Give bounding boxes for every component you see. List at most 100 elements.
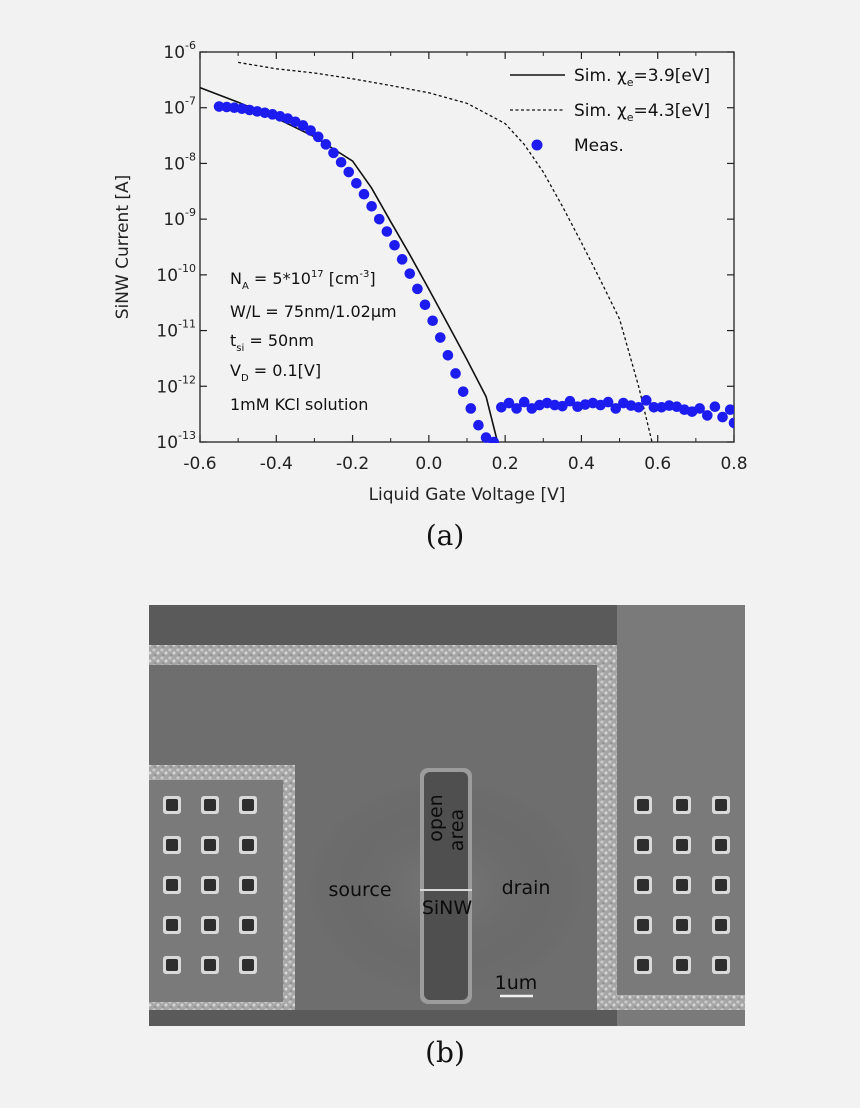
annotation-wl: W/L = 75nm/1.02μm bbox=[230, 302, 397, 321]
meas-point bbox=[488, 436, 499, 443]
meas-point bbox=[412, 283, 423, 295]
iv-chart: -0.6 -0.4 -0.2 0.0 0.2 0.4 0.6 0.8 10-1310-1210… bbox=[113, 39, 748, 505]
x-tick-label: 0.6 bbox=[644, 454, 671, 474]
meas-point bbox=[602, 396, 614, 408]
meas-point bbox=[297, 120, 309, 131]
meas-point bbox=[457, 386, 469, 397]
meas-point bbox=[702, 410, 713, 421]
contact-hole bbox=[204, 799, 216, 811]
y-tick-label: 10-12 bbox=[156, 373, 196, 397]
contact-hole bbox=[637, 959, 649, 971]
meas-point bbox=[213, 101, 225, 112]
contact-hole bbox=[204, 839, 216, 851]
y-tick-label: 10-11 bbox=[156, 318, 196, 342]
panel-b-label: (b) bbox=[425, 1036, 465, 1069]
y-tick-label: 10-6 bbox=[163, 39, 196, 63]
y-tick-label: 10-9 bbox=[163, 206, 196, 230]
meas-point bbox=[633, 401, 644, 413]
y-tick-label: 10-13 bbox=[156, 429, 196, 453]
meas-point bbox=[717, 411, 728, 423]
sim-43-line bbox=[237, 61, 653, 443]
contact-hole bbox=[715, 879, 727, 891]
contact-hole bbox=[676, 919, 688, 931]
meas-point bbox=[221, 101, 232, 113]
x-axis-label: Liquid Gate Voltage [V] bbox=[369, 485, 566, 505]
sem-label-drain: drain bbox=[502, 877, 551, 899]
x-tick-label: 0.2 bbox=[492, 454, 519, 474]
contact-hole bbox=[676, 879, 688, 891]
y-tick-label: 10-8 bbox=[163, 150, 196, 174]
sem-label-open: open bbox=[425, 794, 447, 841]
x-tick-label: -0.4 bbox=[260, 454, 293, 474]
meas-point bbox=[518, 396, 530, 408]
meas-point bbox=[381, 226, 393, 237]
meas-point bbox=[373, 213, 385, 225]
contact-hole bbox=[204, 919, 216, 931]
meas-point bbox=[358, 188, 370, 200]
panel-a-label: (a) bbox=[426, 519, 465, 552]
sem-label-source: source bbox=[328, 879, 391, 901]
annotation-vd: VD = 0.1[V] bbox=[230, 361, 321, 384]
legend: Sim. χe=3.9[eV] Sim. χe=4.3[eV] Meas. bbox=[510, 66, 710, 156]
device-parameters: NA = 5*1017 [cm-3] W/L = 75nm/1.02μm tsi… bbox=[230, 269, 397, 414]
contact-hole bbox=[204, 879, 216, 891]
legend-label-meas: Meas. bbox=[574, 136, 624, 156]
sem-right-rim bbox=[597, 645, 617, 1010]
contact-hole bbox=[637, 879, 649, 891]
contact-hole bbox=[242, 879, 254, 891]
meas-point bbox=[435, 332, 446, 343]
y-axis-label: SiNW Current [A] bbox=[113, 175, 133, 320]
x-axis-ticks: -0.6 -0.4 -0.2 0.0 0.2 0.4 0.6 0.8 bbox=[183, 52, 748, 474]
meas-point bbox=[724, 404, 734, 415]
contact-hole bbox=[637, 799, 649, 811]
contact-holes bbox=[163, 796, 730, 974]
meas-point bbox=[366, 201, 377, 212]
meas-point bbox=[640, 395, 652, 406]
y-axis-ticks: 10-13 10-12 10-11 10-10 10-9 10-8 10-7 10-6 bbox=[156, 39, 734, 453]
contact-hole bbox=[637, 839, 649, 851]
annotation-kcl: 1mM KCl solution bbox=[230, 395, 368, 414]
drain-pad-rim bbox=[617, 995, 745, 1010]
contact-hole bbox=[242, 919, 254, 931]
contact-hole bbox=[242, 959, 254, 971]
meas-point bbox=[335, 156, 347, 168]
meas-point bbox=[419, 299, 431, 311]
open-area-inner bbox=[424, 772, 468, 1000]
meas-point bbox=[320, 139, 332, 150]
scale-bar-label: 1um bbox=[495, 972, 538, 994]
contact-hole bbox=[166, 959, 178, 971]
meas-point bbox=[343, 166, 355, 178]
x-tick-label: 0.8 bbox=[720, 454, 747, 474]
meas-point bbox=[503, 397, 515, 409]
contact-hole bbox=[166, 839, 178, 851]
sem-label-area: area bbox=[446, 809, 468, 851]
annotation-na: NA = 5*1017 [cm-3] bbox=[230, 269, 376, 292]
annotation-tsi: tsi = 50nm bbox=[230, 331, 314, 354]
meas-point bbox=[389, 239, 400, 251]
contact-hole bbox=[204, 959, 216, 971]
sem-image: source drain SiNW open area 1um bbox=[149, 605, 745, 1026]
meas-point bbox=[564, 395, 576, 407]
meas-point bbox=[728, 417, 734, 429]
contact-hole bbox=[715, 799, 727, 811]
legend-marker-meas bbox=[531, 139, 543, 151]
legend-label-sim-43: Sim. χe=4.3[eV] bbox=[574, 101, 710, 124]
meas-point bbox=[328, 147, 339, 159]
x-tick-label: -0.6 bbox=[183, 454, 216, 474]
meas-point bbox=[427, 315, 438, 327]
contact-hole bbox=[242, 839, 254, 851]
contact-hole bbox=[676, 959, 688, 971]
series-layer bbox=[200, 61, 734, 443]
contact-hole bbox=[242, 799, 254, 811]
contact-hole bbox=[166, 919, 178, 931]
meas-point bbox=[442, 349, 454, 361]
meas-point bbox=[312, 131, 324, 143]
meas-point bbox=[709, 401, 721, 413]
meas-point bbox=[465, 403, 477, 414]
meas-point bbox=[450, 368, 461, 379]
contact-hole bbox=[715, 839, 727, 851]
meas-point bbox=[648, 401, 660, 413]
contact-hole bbox=[676, 839, 688, 851]
meas-point bbox=[511, 403, 522, 414]
